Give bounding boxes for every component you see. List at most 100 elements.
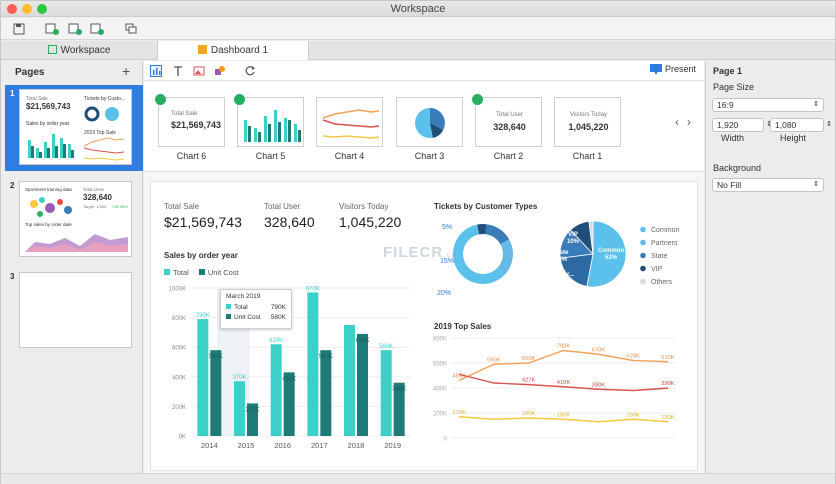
legend-label[interactable]: VIP: [651, 266, 663, 273]
data-label: 220K: [245, 407, 259, 413]
add-worksheet-icon[interactable]: [67, 21, 83, 36]
series-line[interactable]: [458, 416, 669, 423]
bar-total[interactable]: [197, 319, 209, 436]
tooltip-swatch: [226, 314, 231, 319]
legend-label[interactable]: State: [651, 253, 667, 260]
data-label: 390K: [592, 382, 606, 388]
bar-total[interactable]: [234, 381, 245, 436]
data-label: 620K: [626, 354, 640, 360]
data-label: 610K: [661, 355, 675, 361]
legend-swatch: [640, 252, 646, 259]
bar-unit-cost[interactable]: [247, 403, 258, 436]
tab-dashboard-1[interactable]: Dashboard 1: [157, 41, 309, 60]
legend-label[interactable]: Partners: [651, 240, 678, 247]
bar-chart-icon[interactable]: [150, 65, 162, 77]
data-label: 460K: [452, 374, 466, 380]
chart-card-1[interactable]: Visitors Today 1,045,220: [554, 97, 621, 147]
mini-pie-chart: [415, 108, 445, 138]
thumb-label: Total Units: [83, 187, 105, 192]
stepper-icon[interactable]: ⇕: [826, 121, 832, 128]
add-page-button[interactable]: +: [122, 63, 131, 79]
properties-panel: Page 1 Page Size 16:9⇕ 1,920⇕ 1,080⇕ Wid…: [705, 61, 835, 473]
legend-item-unit-cost[interactable]: Unit Cost: [198, 268, 239, 277]
bar-total[interactable]: [270, 344, 282, 436]
page-thumbnail-2[interactable]: Sportment training data Total Units 328,…: [19, 181, 132, 257]
dashboard-tab-icon: [197, 45, 207, 54]
page-number: 2: [10, 181, 15, 190]
text-icon[interactable]: [172, 65, 184, 77]
series-line[interactable]: [458, 373, 669, 392]
bar-chart-legend: Total Unit Cost: [164, 268, 239, 277]
chart-card-2[interactable]: Total User 328,640: [472, 94, 542, 147]
pages-title: Pages: [15, 67, 45, 78]
maximize-window-button[interactable]: [37, 4, 47, 14]
tab-workspace[interactable]: Workspace: [1, 41, 157, 60]
gallery-next-button[interactable]: ›: [687, 115, 691, 129]
series-line[interactable]: [458, 349, 669, 382]
donut-label: 20%: [437, 290, 451, 297]
bar-unit-cost[interactable]: [393, 382, 405, 436]
add-datasource-icon[interactable]: [44, 21, 60, 36]
data-label: 690K: [355, 338, 369, 344]
image-icon[interactable]: [193, 65, 205, 77]
data-label: 580K: [209, 354, 223, 360]
pie-value: 20%: [561, 279, 574, 285]
bar-total[interactable]: [344, 325, 355, 436]
stepper-icon[interactable]: ⇕: [766, 119, 772, 131]
height-input[interactable]: 1,080 ⇕: [770, 118, 832, 132]
thumb-label: Target: 3,500: [83, 204, 107, 209]
page-number: 3: [10, 272, 15, 281]
background-select[interactable]: No Fill ⇕: [712, 178, 824, 192]
save-icon[interactable]: [11, 21, 27, 36]
bar-chart-title: Sales by order year: [164, 251, 238, 260]
chart-card-label: Chart 2: [493, 151, 524, 161]
kpi-label: Visitors Today: [339, 202, 389, 211]
legend-label[interactable]: Common: [651, 227, 680, 234]
chart-card-6[interactable]: Total Sale $21,569,743: [155, 94, 225, 147]
chart-card-3[interactable]: [396, 97, 463, 147]
bar-unit-cost[interactable]: [320, 350, 332, 436]
minimize-window-button[interactable]: [22, 4, 32, 14]
refresh-icon[interactable]: [244, 65, 256, 77]
thumb-label: Total Sale: [26, 96, 48, 102]
bar-unit-cost[interactable]: [283, 372, 295, 436]
legend-label[interactable]: Others: [651, 279, 673, 286]
thumb-label: Tickets by Custo...: [84, 96, 125, 102]
width-input[interactable]: 1,920⇕: [712, 118, 772, 132]
chart-card-4[interactable]: [316, 97, 383, 147]
legend-swatch-unit-cost: [198, 269, 205, 275]
kpi-label: Total User: [264, 202, 301, 211]
pie-slice[interactable]: [586, 220, 627, 288]
data-label: 130K: [661, 415, 675, 421]
status-bar: [1, 473, 835, 484]
x-tick-label: 2017: [311, 441, 328, 450]
page-thumbnail-1[interactable]: Total Sale $21,569,743 Tickets by Custo.…: [19, 89, 132, 165]
data-label: 427K: [522, 378, 536, 384]
bar-unit-cost[interactable]: [357, 333, 368, 436]
shape-icon[interactable]: [214, 65, 226, 77]
close-window-button[interactable]: [7, 4, 17, 14]
chart-card-5[interactable]: [234, 94, 304, 147]
bar-unit-cost[interactable]: [210, 350, 222, 436]
data-label: 150K: [626, 412, 640, 418]
window-title: Workspace: [390, 3, 446, 15]
mini-title: Total User: [495, 112, 523, 118]
pie-slice[interactable]: [588, 220, 594, 255]
mini-value: 1,045,220: [568, 122, 609, 132]
page-thumbnail-3[interactable]: [19, 272, 132, 348]
checkmark-icon: [472, 94, 483, 105]
add-dashboard-icon[interactable]: [89, 21, 105, 36]
chart-card-label: Chart 3: [414, 151, 445, 161]
kpi-label: Total Sale: [164, 202, 200, 211]
tooltip-swatch: [226, 304, 231, 309]
present-button[interactable]: Present: [649, 64, 696, 74]
top-sales-chart-title: 2019 Top Sales: [434, 322, 492, 331]
page-size-select[interactable]: 16:9 ⇕: [712, 98, 824, 112]
bar-total[interactable]: [380, 350, 392, 436]
pie-slice[interactable]: [559, 253, 594, 287]
gallery-prev-button[interactable]: ‹: [675, 115, 679, 129]
legend-item-total[interactable]: Total: [164, 268, 189, 277]
width-label: Width: [721, 133, 745, 143]
window-layout-icon[interactable]: [123, 21, 139, 36]
bar-total[interactable]: [307, 292, 319, 436]
